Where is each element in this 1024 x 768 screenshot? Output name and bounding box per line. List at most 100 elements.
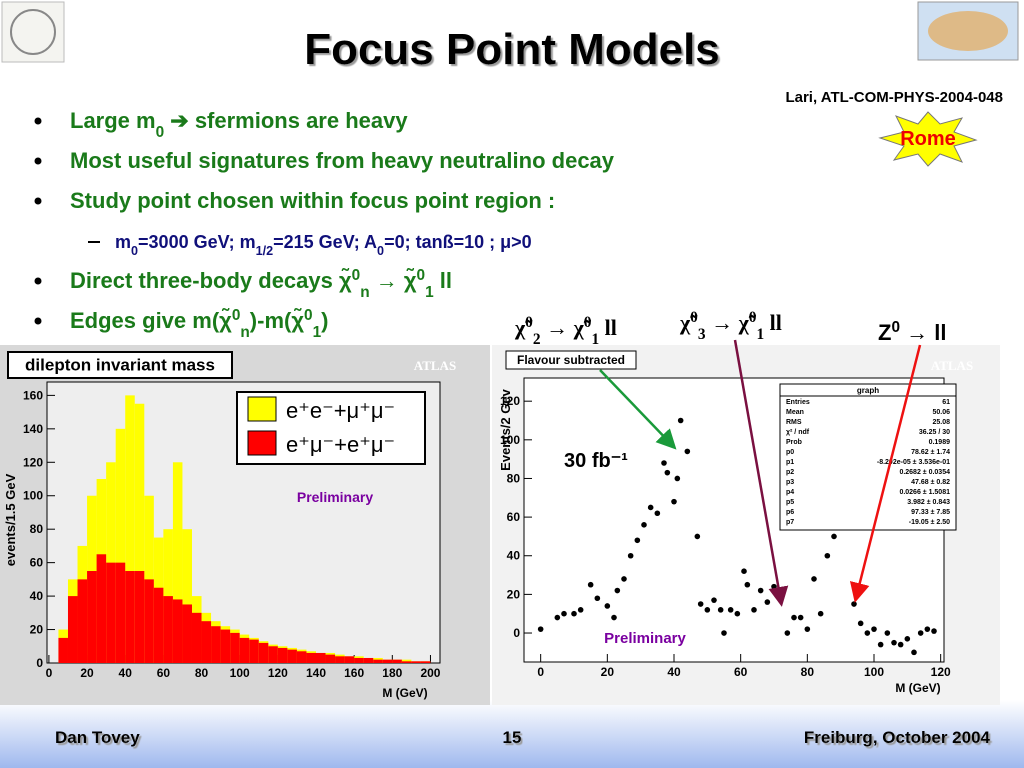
chart-title-box <box>505 350 637 370</box>
histogram-bar <box>411 661 421 663</box>
x-tick-label: 80 <box>801 665 815 679</box>
histogram-bar <box>125 395 135 663</box>
point <box>877 641 884 648</box>
x-tick-label: 60 <box>157 666 171 680</box>
point <box>741 568 747 574</box>
stats-value: 0.2682 ± 0.0354 <box>899 469 950 476</box>
histogram-bar <box>58 637 68 663</box>
point <box>771 583 777 590</box>
histogram-bar <box>392 659 402 663</box>
point <box>661 460 667 466</box>
histogram-bar <box>115 562 126 663</box>
histogram-bar <box>268 646 278 663</box>
histogram-bar <box>420 661 431 663</box>
y-axis-label: events/1.5 GeV <box>3 473 18 566</box>
point <box>757 587 764 594</box>
stats-key: p7 <box>786 519 794 526</box>
histogram-bar <box>373 659 383 663</box>
text-run: )-m(χ̃ <box>250 308 305 333</box>
stats-title: graph <box>857 386 879 395</box>
y-tick-label: 20 <box>507 587 521 601</box>
stats-key: Mean <box>786 409 804 416</box>
point <box>864 630 871 636</box>
point <box>764 599 771 605</box>
histogram-bar <box>67 596 78 663</box>
rich-text: Z0 → ll <box>878 319 946 346</box>
y-tick-label: 80 <box>30 522 44 536</box>
bullet-dot <box>34 277 42 285</box>
annotation: ATLAS <box>931 358 973 373</box>
bullet-dot <box>34 197 42 205</box>
sup: 0 <box>749 309 757 326</box>
point <box>751 607 757 613</box>
histogram-bar <box>344 656 355 663</box>
bullet: Study point chosen within focus point re… <box>70 188 555 213</box>
bullet: Large m0 ➔ sfermions are heavy <box>70 108 408 141</box>
legend-label: e⁺e⁻+μ⁺μ⁻ <box>286 398 395 423</box>
y-tick-label: 60 <box>507 510 521 524</box>
y-tick-label: 100 <box>23 489 43 503</box>
point <box>857 620 864 627</box>
text-run: → ll <box>900 320 946 345</box>
text-run: m <box>115 232 131 252</box>
histogram-bar <box>106 462 116 663</box>
point <box>791 614 797 621</box>
y-tick-label: 0 <box>36 656 43 670</box>
sup: 0 <box>584 314 592 331</box>
point <box>654 510 661 517</box>
point <box>917 630 924 636</box>
sub: 1 <box>425 284 434 301</box>
arrow <box>599 369 677 450</box>
stats-key: p4 <box>786 489 794 496</box>
bullet: Edges give m(χ̃0n)-m(χ̃01) <box>70 307 328 341</box>
stats-key: p5 <box>786 499 794 506</box>
point <box>717 607 724 613</box>
histogram-bar <box>134 571 145 663</box>
x-tick-label: 40 <box>667 665 681 679</box>
point <box>804 626 811 632</box>
x-tick-label: 100 <box>864 665 884 679</box>
point <box>811 576 817 582</box>
footer-left: Dan Tovey <box>55 728 140 747</box>
point <box>571 610 577 617</box>
point <box>831 533 837 540</box>
y-tick-label: 140 <box>23 422 43 436</box>
logo-left <box>1 1 65 63</box>
annotation: Preliminary <box>297 489 373 505</box>
sup: 0 <box>525 314 533 331</box>
x-tick-label: 200 <box>420 666 440 680</box>
y-tick-label: 60 <box>30 556 44 570</box>
histogram-bar <box>134 403 145 663</box>
point <box>711 597 717 603</box>
histogram-bar <box>211 626 221 663</box>
text-run: =3000 GeV; m <box>138 232 256 252</box>
chart-title: dilepton invariant mass <box>25 356 215 375</box>
point <box>744 581 751 588</box>
arrow <box>733 339 789 607</box>
point <box>634 537 641 544</box>
histogram-bar <box>115 428 126 663</box>
stats-value: 0.0266 ± 1.5081 <box>899 489 950 496</box>
point <box>697 601 704 607</box>
sub: 3 <box>698 326 706 343</box>
bullet: Most useful signatures from heavy neutra… <box>70 148 615 173</box>
histogram-bar <box>315 652 326 663</box>
sub: 1/2 <box>256 244 274 258</box>
annotation: 30 fb⁻¹ <box>564 450 628 472</box>
text-run: → χ̃ <box>706 310 757 335</box>
logo-globe <box>10 9 56 55</box>
stats-key: p0 <box>786 449 794 456</box>
point <box>537 626 544 632</box>
y-tick-label: 20 <box>30 623 44 637</box>
text-run: Direct three-body decays χ̃ <box>70 268 352 293</box>
y-tick-label: 160 <box>23 388 43 402</box>
arrow <box>849 344 922 603</box>
chart-title: Flavour subtracted <box>517 353 625 367</box>
footer-right: Freiburg, October 2004 <box>804 728 991 747</box>
stats-value: 97.33 ± 7.85 <box>911 509 950 516</box>
histogram-bar <box>258 642 269 663</box>
stats-key: χ² / ndf <box>786 429 810 436</box>
histogram-bar <box>354 657 364 663</box>
point <box>911 649 917 656</box>
